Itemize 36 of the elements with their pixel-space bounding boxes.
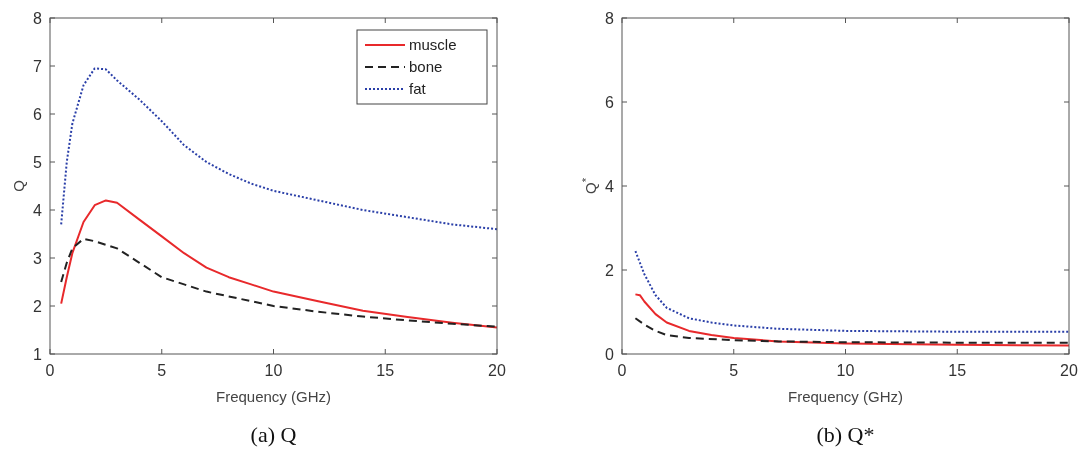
line-series bbox=[60, 237, 498, 328]
y-tick-label: 8 bbox=[605, 10, 615, 27]
y-tick-label: 4 bbox=[605, 178, 615, 195]
line-series bbox=[634, 250, 1070, 333]
x-axis-title: Frequency (GHz) bbox=[215, 388, 332, 405]
x-axis-title: Frequency (GHz) bbox=[787, 388, 904, 405]
legend-label: muscle bbox=[409, 36, 457, 53]
y-tick-label: 1 bbox=[33, 346, 43, 363]
y-tick-label: 5 bbox=[33, 154, 43, 171]
x-tick-label: 10 bbox=[264, 362, 283, 379]
y-tick-label: 7 bbox=[33, 58, 43, 75]
x-tick-label: 15 bbox=[948, 362, 967, 379]
legend-label: bone bbox=[409, 58, 443, 75]
x-tick-label: 5 bbox=[729, 362, 739, 379]
line-series bbox=[634, 317, 1070, 344]
y-tick-label: 3 bbox=[33, 250, 43, 267]
y-tick-label: 8 bbox=[33, 10, 43, 27]
y-tick-label: 0 bbox=[605, 346, 615, 363]
x-tick-label: 5 bbox=[157, 362, 167, 379]
x-tick-label: 15 bbox=[376, 362, 395, 379]
text: (b) Q* bbox=[816, 422, 875, 447]
x-tick-label: 20 bbox=[1060, 362, 1078, 379]
x-tick-label: 20 bbox=[488, 362, 506, 379]
x-tick-label: 0 bbox=[45, 362, 55, 379]
x-tick-label: 10 bbox=[836, 362, 855, 379]
x-tick-label: 0 bbox=[617, 362, 627, 379]
y-tick-label: 2 bbox=[33, 298, 43, 315]
y-tick-label: 6 bbox=[33, 106, 43, 123]
line-series bbox=[60, 199, 498, 329]
y-axis-title: Q bbox=[10, 180, 27, 192]
y-tick-label: 6 bbox=[605, 94, 615, 111]
y-tick-label: 4 bbox=[33, 202, 43, 219]
text: (a) Q bbox=[250, 422, 297, 447]
legend-label: fat bbox=[409, 80, 427, 97]
line-series bbox=[634, 293, 1070, 347]
y-tick-label: 2 bbox=[605, 262, 615, 279]
